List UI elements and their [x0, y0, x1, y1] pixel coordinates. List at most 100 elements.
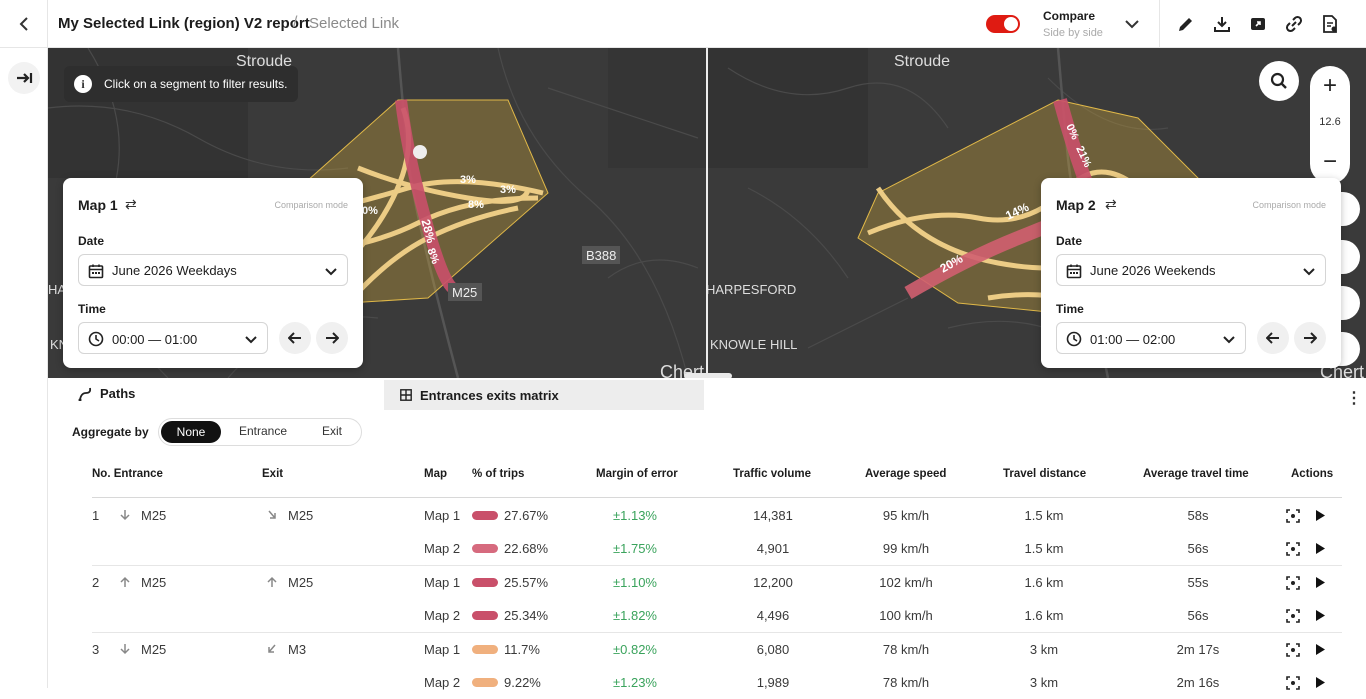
play-icon[interactable] — [1314, 676, 1326, 689]
zoom-out-button[interactable]: − — [1322, 148, 1337, 175]
focus-icon[interactable] — [1286, 509, 1300, 523]
aggregate-by-label: Aggregate by — [72, 425, 149, 439]
column-header-exit[interactable]: Exit — [262, 468, 284, 480]
map1-percent-label: 0% — [362, 205, 378, 217]
map-split-divider[interactable] — [706, 48, 708, 378]
travel-distance-cell: 1.5 km — [1024, 541, 1064, 556]
tab-entrances-exits-matrix[interactable]: Entrances exits matrix — [384, 380, 704, 410]
play-icon[interactable] — [1314, 509, 1326, 522]
report-settings-icon[interactable] — [1320, 14, 1340, 34]
column-header-traffic-volume[interactable]: Traffic volume — [733, 468, 811, 480]
aggregate-option-exit[interactable]: Exit — [322, 424, 343, 438]
entrance-direction-icon — [120, 644, 130, 655]
percent-trips-cell: 27.67% — [504, 508, 549, 523]
breadcrumb-current: Selected Link — [309, 15, 400, 32]
margin-of-error-cell: ±1.23% — [613, 675, 657, 690]
focus-icon[interactable] — [1286, 676, 1300, 690]
map1-prev-time-button[interactable] — [279, 322, 311, 354]
link-icon[interactable] — [1284, 14, 1304, 34]
entrance-cell: M25 — [141, 508, 167, 523]
trips-share-bar — [472, 544, 498, 553]
swap-icon[interactable]: ⇄ — [125, 196, 137, 212]
map2-time-select[interactable]: 01:00 — 02:00 — [1056, 322, 1246, 354]
focus-icon[interactable] — [1286, 643, 1300, 657]
margin-of-error-cell: ±1.75% — [613, 541, 657, 556]
column-header-percent-trips[interactable]: % of trips — [472, 468, 525, 480]
table-row[interactable]: 3 M25 M3 Map 1 11.7% ±0.82% 6,080 78 km/h 3 km 2m… — [48, 633, 1366, 666]
compare-label: Compare — [1043, 9, 1096, 23]
map2-prev-time-button[interactable] — [1257, 322, 1289, 354]
column-header-travel-distance[interactable]: Travel distance — [1003, 468, 1087, 480]
chevron-down-icon[interactable] — [1122, 12, 1142, 36]
travel-distance-cell: 3 km — [1029, 675, 1059, 690]
average-travel-time-cell: 55s — [1187, 575, 1209, 590]
column-header-average-speed[interactable]: Average speed — [865, 468, 947, 480]
play-icon[interactable] — [1314, 576, 1326, 589]
average-travel-time-cell: 56s — [1187, 541, 1209, 556]
aggregate-option-entrance[interactable]: Entrance — [239, 424, 288, 438]
table-row[interactable]: Map 2 9.22% ±1.23% 1,989 78 km/h 3 km 2m 16s — [48, 666, 1366, 699]
expand-sidebar-button[interactable] — [8, 62, 40, 94]
column-header-average-travel-time[interactable]: Average travel time — [1143, 468, 1249, 480]
compare-toggle[interactable] — [986, 15, 1020, 33]
table-row[interactable]: 2 M25 M25 Map 1 25.57% ±1.10% 12,200 102 km/h 1.… — [48, 566, 1366, 599]
row-number: 2 — [92, 575, 100, 590]
map2-next-time-button[interactable] — [1294, 322, 1326, 354]
focus-icon[interactable] — [1286, 542, 1300, 556]
travel-distance-cell: 1.6 km — [1024, 575, 1064, 590]
travel-distance-cell: 1.5 km — [1024, 508, 1064, 523]
map1-next-time-button[interactable] — [316, 322, 348, 354]
table-row[interactable]: Map 2 22.68% ±1.75% 4,901 99 km/h 1.5 km 56s — [48, 532, 1366, 565]
trips-share-bar — [472, 611, 498, 620]
map1-percent-label: 8% — [468, 199, 484, 211]
tab-paths-label: Paths — [100, 386, 136, 401]
chevron-down-icon — [1223, 336, 1235, 344]
zoom-in-button[interactable]: + — [1322, 72, 1337, 99]
column-header-no-entrance[interactable]: No. Entrance — [92, 468, 163, 480]
compare-mode-value: Side by side — [1043, 27, 1103, 39]
tab-paths[interactable]: Paths — [78, 386, 135, 401]
map1-percent-label: 28% — [418, 218, 438, 245]
map-cell: Map 2 — [424, 608, 461, 623]
trips-share-bar — [472, 678, 498, 687]
entrance-cell: M25 — [141, 642, 167, 657]
map1-time-select[interactable]: 00:00 — 01:00 — [78, 322, 268, 354]
map2-date-select[interactable]: June 2026 Weekends — [1056, 254, 1326, 286]
traffic-volume-cell: 4,901 — [756, 541, 790, 556]
edit-icon[interactable] — [1176, 14, 1196, 34]
panel-resize-handle[interactable] — [684, 373, 732, 378]
map-area[interactable]: 28% 3% 3% 8% 8% 0% Stroude B388 M25 HA K… — [48, 48, 1366, 378]
map-cell: Map 2 — [424, 541, 461, 556]
chevron-down-icon — [1303, 268, 1315, 276]
map-search-button[interactable] — [1259, 61, 1299, 101]
column-header-map[interactable]: Map — [424, 468, 447, 480]
play-icon[interactable] — [1314, 542, 1326, 555]
traffic-volume-cell: 12,200 — [753, 575, 793, 590]
download-icon[interactable] — [1212, 14, 1232, 34]
swap-icon[interactable]: ⇄ — [1105, 196, 1117, 212]
focus-icon[interactable] — [1286, 576, 1300, 590]
more-options-icon[interactable]: ⋮ — [1346, 390, 1362, 407]
map1-date-select[interactable]: June 2026 Weekdays — [78, 254, 348, 286]
column-header-margin-of-error[interactable]: Margin of error — [596, 468, 678, 480]
report-title[interactable]: My Selected Link (region) V2 report — [58, 15, 310, 32]
play-icon[interactable] — [1314, 643, 1326, 656]
map2-place-stroude: Stroude — [894, 53, 950, 70]
table-row[interactable]: 1 M25 M25 Map 1 27.67% ±1.13% 14,381 95 km/h 1.5… — [48, 499, 1366, 532]
back-button[interactable] — [0, 0, 48, 48]
average-speed-cell: 99 km/h — [882, 541, 930, 556]
travel-distance-cell: 1.6 km — [1024, 608, 1064, 623]
map1-date-value: June 2026 Weekdays — [112, 263, 237, 278]
share-icon[interactable] — [1248, 14, 1268, 34]
chevron-left-icon — [19, 17, 28, 31]
aggregate-option-none[interactable]: None — [161, 421, 221, 443]
focus-icon[interactable] — [1286, 609, 1300, 623]
row-number: 3 — [92, 642, 100, 657]
play-icon[interactable] — [1314, 609, 1326, 622]
average-travel-time-cell: 2m 17s — [1176, 642, 1220, 657]
map-cell: Map 1 — [424, 575, 461, 590]
path-icon — [78, 387, 92, 401]
table-header-divider — [92, 497, 1342, 498]
table-row[interactable]: Map 2 25.34% ±1.82% 4,496 100 km/h 1.6 km 56s — [48, 599, 1366, 632]
exit-cell: M3 — [288, 642, 307, 657]
